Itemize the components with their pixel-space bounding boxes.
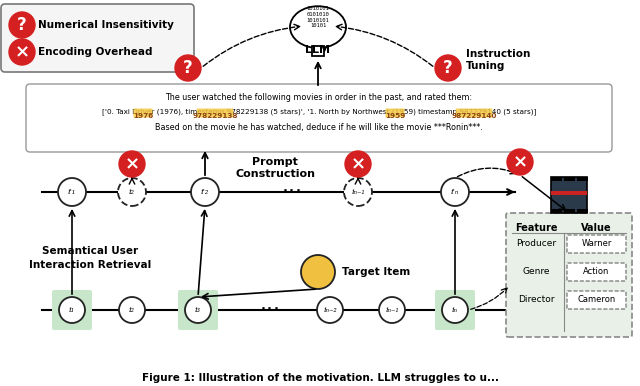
Text: ?: ? — [17, 16, 27, 34]
Text: Based on the movie he has watched, deduce if he will like the movie ***Ronin***.: Based on the movie he has watched, deduc… — [155, 123, 483, 132]
Circle shape — [191, 178, 219, 206]
FancyBboxPatch shape — [178, 290, 218, 330]
Text: Figure 1: Illustration of the motivation. LLM struggles to u...: Figure 1: Illustration of the motivation… — [141, 373, 499, 383]
Text: Cameron: Cameron — [577, 295, 616, 303]
Circle shape — [345, 151, 371, 177]
Circle shape — [441, 178, 469, 206]
Circle shape — [442, 297, 468, 323]
Text: Encoding Overhead: Encoding Overhead — [38, 47, 152, 57]
Text: Value: Value — [580, 223, 611, 233]
Circle shape — [507, 149, 533, 175]
Bar — [577, 177, 588, 181]
Bar — [564, 177, 575, 181]
Circle shape — [118, 178, 146, 206]
Text: iₙ₋₂: iₙ₋₂ — [323, 306, 337, 314]
Text: ×: × — [351, 155, 365, 173]
Text: LLM: LLM — [305, 45, 330, 55]
Text: i₂: i₂ — [129, 306, 135, 314]
Circle shape — [344, 178, 372, 206]
Bar — [577, 209, 588, 213]
Circle shape — [301, 255, 335, 289]
Text: Numerical Insensitivity: Numerical Insensitivity — [38, 20, 174, 30]
Bar — [551, 191, 587, 195]
Text: Prompt
Construction: Prompt Construction — [235, 157, 315, 179]
Text: ×: × — [124, 155, 140, 173]
Text: 1976: 1976 — [133, 112, 153, 119]
Text: 987229140: 987229140 — [451, 112, 497, 119]
Circle shape — [119, 297, 145, 323]
FancyBboxPatch shape — [506, 213, 632, 337]
Circle shape — [119, 151, 145, 177]
Text: Genre: Genre — [522, 266, 550, 276]
Circle shape — [435, 55, 461, 81]
Text: i₂: i₂ — [129, 188, 135, 196]
Text: ×: × — [513, 153, 527, 171]
FancyBboxPatch shape — [52, 290, 92, 330]
Text: iₙ₋₁: iₙ₋₁ — [351, 188, 365, 196]
Text: i'ₙ: i'ₙ — [451, 188, 459, 196]
Text: ?: ? — [443, 59, 453, 77]
Circle shape — [9, 39, 35, 65]
Ellipse shape — [290, 6, 346, 48]
Text: ?: ? — [183, 59, 193, 77]
Circle shape — [59, 297, 85, 323]
Text: ×: × — [15, 43, 29, 61]
Text: 978229138: 978229138 — [192, 112, 237, 119]
Circle shape — [317, 297, 343, 323]
FancyBboxPatch shape — [456, 108, 492, 117]
FancyBboxPatch shape — [196, 108, 233, 117]
Text: ···: ··· — [259, 300, 280, 320]
Text: Director: Director — [518, 295, 554, 303]
FancyBboxPatch shape — [567, 263, 626, 281]
Circle shape — [379, 297, 405, 323]
Circle shape — [175, 55, 201, 81]
Text: Action: Action — [583, 266, 610, 276]
Text: Target Item: Target Item — [342, 267, 410, 277]
Text: The user watched the following movies in order in the past, and rated them:: The user watched the following movies in… — [165, 93, 472, 102]
Circle shape — [9, 12, 35, 38]
Text: Feature: Feature — [515, 223, 557, 233]
FancyBboxPatch shape — [567, 235, 626, 253]
Text: i₃: i₃ — [195, 306, 201, 314]
Text: 1959: 1959 — [385, 112, 405, 119]
Bar — [564, 209, 575, 213]
FancyBboxPatch shape — [1, 4, 194, 72]
FancyBboxPatch shape — [567, 291, 626, 309]
Text: i₁: i₁ — [69, 306, 75, 314]
Bar — [551, 177, 562, 181]
Text: Instruction
Tuning: Instruction Tuning — [466, 49, 531, 71]
Text: ['0. Taxi Driver (1976), timestamp 978229138 (5 stars)', '1. North by Northwest : ['0. Taxi Driver (1976), timestamp 97822… — [102, 108, 536, 115]
Text: iₙ₋₁: iₙ₋₁ — [385, 306, 399, 314]
Text: 1010101
0101010
1010101
10101: 1010101 0101010 1010101 10101 — [307, 6, 330, 29]
Bar — [551, 209, 562, 213]
FancyBboxPatch shape — [134, 108, 152, 117]
FancyBboxPatch shape — [385, 108, 404, 117]
FancyBboxPatch shape — [26, 84, 612, 152]
Text: Warner: Warner — [581, 239, 612, 247]
Circle shape — [58, 178, 86, 206]
Circle shape — [185, 297, 211, 323]
Text: ···: ··· — [282, 182, 303, 202]
Bar — [312, 46, 324, 56]
FancyBboxPatch shape — [435, 290, 475, 330]
Text: Producer: Producer — [516, 239, 556, 247]
Text: iₙ: iₙ — [452, 306, 458, 314]
Bar — [551, 177, 587, 213]
Text: i'₂: i'₂ — [201, 188, 209, 196]
Text: Semantical User
Interaction Retrieval: Semantical User Interaction Retrieval — [29, 246, 151, 269]
Text: i'₁: i'₁ — [68, 188, 76, 196]
